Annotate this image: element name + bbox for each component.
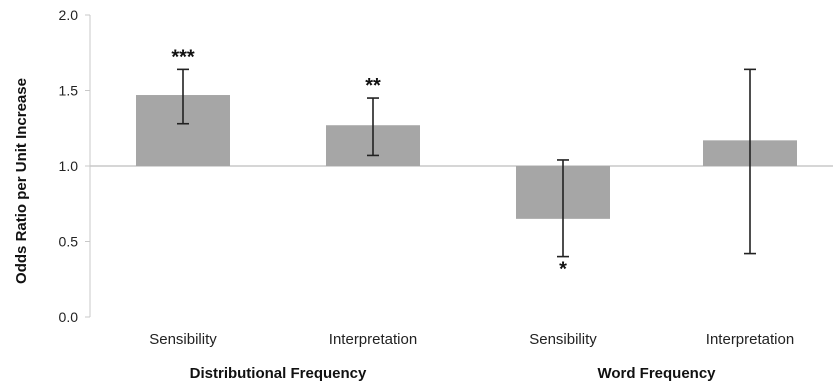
category-label: Interpretation [329, 331, 417, 348]
y-tick-label: 1.5 [59, 83, 79, 99]
category-label: Sensibility [529, 331, 597, 348]
group-label: Word Frequency [597, 365, 716, 382]
y-tick-label: 0.0 [59, 309, 79, 325]
error-bar-layer [177, 68, 756, 258]
bar-layer [136, 95, 797, 219]
significance-label: * [559, 259, 567, 281]
group-label: Distributional Frequency [190, 365, 367, 382]
y-axis-title: Odds Ratio per Unit Increase [13, 78, 30, 284]
y-tick-label: 0.5 [59, 234, 79, 250]
y-tick-label: 1.0 [59, 158, 79, 174]
y-tick-label: 2.0 [59, 7, 79, 23]
category-label: Interpretation [706, 331, 794, 348]
significance-label: ** [365, 75, 381, 97]
label-layer: 0.0 0.5 1.0 1.5 2.0 *** Sensibility ** Interpret… [59, 7, 795, 382]
significance-label: *** [171, 46, 195, 68]
category-label: Sensibility [149, 331, 217, 348]
